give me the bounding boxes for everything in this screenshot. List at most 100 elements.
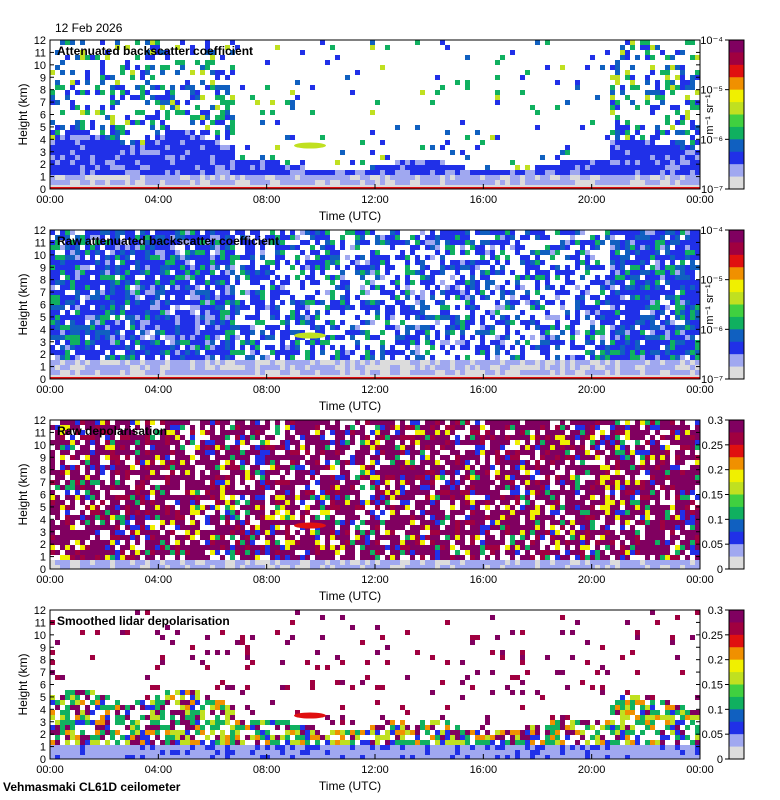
- heatmap-cell: [390, 315, 395, 320]
- heatmap-cell: [160, 170, 165, 175]
- heatmap-cell: [160, 105, 165, 110]
- heatmap-cell: [670, 250, 675, 255]
- heatmap-cell: [260, 155, 265, 160]
- heatmap-cell: [110, 285, 115, 290]
- heatmap-cell: [260, 360, 265, 365]
- heatmap-cell: [145, 135, 150, 140]
- heatmap-cell: [105, 490, 110, 495]
- heatmap-cell: [210, 370, 215, 375]
- heatmap-cell: [150, 55, 155, 60]
- heatmap-cell: [440, 315, 445, 320]
- heatmap-cell: [430, 255, 435, 260]
- heatmap-cell: [300, 300, 305, 305]
- heatmap-cell: [225, 85, 230, 90]
- heatmap-cell: [190, 290, 195, 295]
- heatmap-cell: [285, 330, 290, 335]
- heatmap-cell: [350, 90, 355, 95]
- heatmap-cell: [505, 170, 510, 175]
- colorbar-band: [729, 272, 744, 276]
- heatmap-cell: [310, 110, 315, 115]
- heatmap-cell: [70, 340, 75, 345]
- heatmap-cell: [185, 290, 190, 295]
- heatmap-cell: [85, 530, 90, 535]
- heatmap-cell: [680, 170, 685, 175]
- heatmap-cell: [285, 135, 290, 140]
- y-axis-label: Height (km): [16, 83, 30, 145]
- heatmap-cell: [455, 295, 460, 300]
- heatmap-cell: [200, 345, 205, 350]
- heatmap-cell: [155, 280, 160, 285]
- heatmap-cell: [50, 285, 55, 290]
- heatmap-cell: [625, 310, 630, 315]
- heatmap-cell: [415, 255, 420, 260]
- heatmap-cell: [405, 180, 410, 185]
- heatmap-cell: [85, 315, 90, 320]
- heatmap-cell: [420, 315, 425, 320]
- heatmap-cell: [495, 270, 500, 275]
- heatmap-cell: [90, 150, 95, 155]
- heatmap-cell: [395, 330, 400, 335]
- heatmap-cell: [520, 275, 525, 280]
- heatmap-cell: [50, 450, 55, 455]
- heatmap-cell: [335, 170, 340, 175]
- heatmap-cell: [60, 460, 65, 465]
- heatmap-cell: [105, 275, 110, 280]
- heatmap-cell: [590, 255, 595, 260]
- heatmap-cell: [295, 340, 300, 345]
- heatmap-cell: [60, 345, 65, 350]
- heatmap-cell: [345, 370, 350, 375]
- heatmap-cell: [60, 255, 65, 260]
- heatmap-cell: [690, 330, 695, 335]
- heatmap-cell: [105, 520, 110, 525]
- heatmap-cell: [110, 165, 115, 170]
- heatmap-cell: [190, 270, 195, 275]
- heatmap-cell: [65, 335, 70, 340]
- heatmap-cell: [100, 450, 105, 455]
- heatmap-cell: [270, 315, 275, 320]
- heatmap-cell: [180, 130, 185, 135]
- heatmap-cell: [500, 285, 505, 290]
- heatmap-cell: [70, 70, 75, 75]
- heatmap-cell: [545, 175, 550, 180]
- heatmap-cell: [340, 360, 345, 365]
- heatmap-cell: [95, 180, 100, 185]
- heatmap-cell: [620, 370, 625, 375]
- heatmap-cell: [65, 530, 70, 535]
- heatmap-cell: [105, 540, 110, 545]
- heatmap-cell: [170, 315, 175, 320]
- heatmap-cell: [55, 170, 60, 175]
- heatmap-cell: [485, 310, 490, 315]
- heatmap-cell: [335, 355, 340, 360]
- heatmap-cell: [515, 180, 520, 185]
- heatmap-cell: [145, 40, 150, 45]
- heatmap-cell: [475, 230, 480, 235]
- heatmap-cell: [670, 275, 675, 280]
- date-label: 12 Feb 2026: [55, 21, 123, 35]
- heatmap-cell: [620, 325, 625, 330]
- heatmap-cell: [525, 340, 530, 345]
- heatmap-cell: [620, 180, 625, 185]
- heatmap-cell: [185, 145, 190, 150]
- heatmap-cell: [460, 240, 465, 245]
- heatmap-cell: [685, 370, 690, 375]
- heatmap-cell: [370, 180, 375, 185]
- heatmap-cell: [320, 270, 325, 275]
- heatmap-cell: [290, 340, 295, 345]
- heatmap-cell: [95, 370, 100, 375]
- heatmap-cell: [600, 345, 605, 350]
- heatmap-cell: [385, 290, 390, 295]
- heatmap-cell: [570, 325, 575, 330]
- heatmap-cell: [645, 240, 650, 245]
- heatmap-cell: [110, 140, 115, 145]
- heatmap-cell: [125, 245, 130, 250]
- y-tick-label: 9: [40, 262, 46, 274]
- heatmap-cell: [470, 360, 475, 365]
- heatmap-cell: [130, 170, 135, 175]
- heatmap-cell: [555, 345, 560, 350]
- heatmap-cell: [655, 95, 660, 100]
- heatmap-cell: [160, 360, 165, 365]
- heatmap-cell: [645, 340, 650, 345]
- heatmap-cell: [105, 255, 110, 260]
- heatmap-cell: [250, 370, 255, 375]
